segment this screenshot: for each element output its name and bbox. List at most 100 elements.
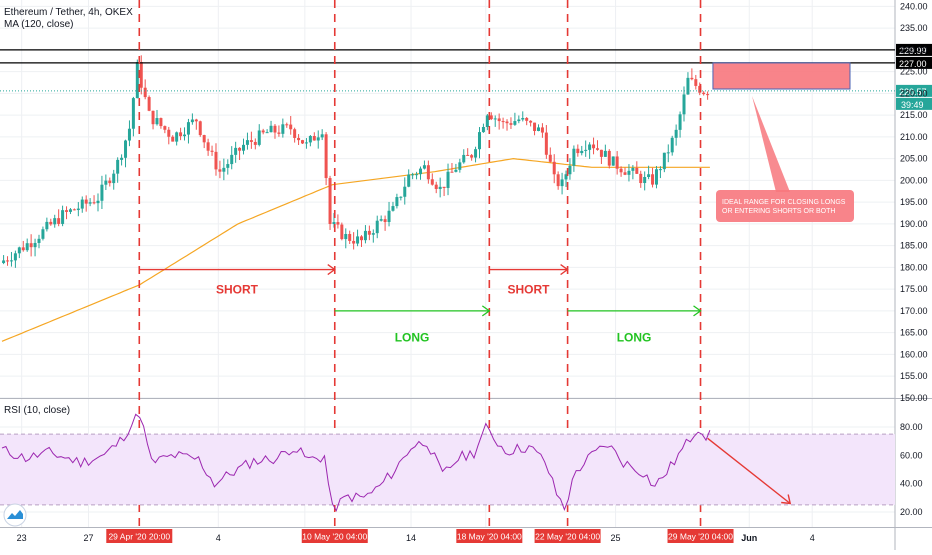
candle-body: [564, 174, 568, 180]
signal-date-tag: [106, 529, 173, 543]
candle-body: [584, 149, 588, 151]
candle-body: [131, 98, 135, 129]
candle-body: [371, 233, 375, 235]
candle-body: [269, 125, 273, 133]
candle-body: [33, 242, 37, 248]
candle-body: [112, 173, 116, 184]
candle-body: [159, 118, 163, 127]
candle-body: [190, 119, 194, 123]
header: Ethereum / Tether, 4h, OKEX MA (120, clo…: [4, 7, 133, 416]
candle-body: [308, 135, 312, 143]
candle-body: [702, 92, 706, 95]
callout-line2: OR ENTERING SHORTS OR BOTH: [722, 208, 835, 215]
target-zone: IDEAL RANGE FOR CLOSING LONGS OR ENTERING…: [712, 62, 854, 222]
candle-body: [454, 169, 458, 172]
candle-body: [17, 247, 21, 254]
signal-date-label: 29 May '20 04:00: [668, 532, 733, 542]
candle-body: [45, 221, 49, 230]
candle-body: [37, 238, 41, 243]
candle-body: [340, 224, 344, 240]
candle-body: [277, 132, 281, 134]
candle-body: [674, 129, 678, 138]
candle-body: [379, 219, 383, 221]
candle-body: [552, 161, 556, 175]
candle-body: [588, 144, 592, 150]
callout-pointer: [752, 96, 790, 192]
candle-body: [57, 218, 61, 224]
rsi-tick-label: 80.00: [900, 422, 923, 432]
candle-body: [505, 121, 509, 124]
time-tick-label: 23: [17, 533, 27, 543]
candle-body: [651, 174, 655, 185]
candle-body: [49, 221, 53, 225]
price-tick-label: 170.00: [900, 306, 928, 316]
candle-body: [72, 209, 76, 211]
candle-body: [639, 173, 643, 184]
level-price-label: 229.99: [899, 46, 927, 56]
candle-body: [76, 208, 80, 211]
signal-date-label: 10 May '20 04:00: [302, 532, 367, 542]
candle-body: [623, 172, 627, 175]
candle-body: [214, 151, 218, 170]
signal-date-label: 22 May '20 04:00: [535, 532, 600, 542]
rsi-line: [1, 413, 711, 512]
candle-body: [631, 167, 635, 171]
price-tick-label: 165.00: [900, 328, 928, 338]
candle-body: [332, 222, 336, 224]
candle-body: [127, 128, 131, 141]
candle-body: [654, 169, 658, 185]
candle-body: [446, 171, 450, 188]
candle-body: [265, 132, 269, 134]
rsi-tick-label: 40.00: [900, 479, 923, 489]
candle-body: [572, 148, 576, 166]
price-tick-label: 195.00: [900, 197, 928, 207]
candle-body: [627, 170, 631, 175]
candle-body: [108, 180, 112, 184]
logo-chart-icon: [7, 510, 23, 519]
symbol-title: Ethereum / Tether, 4h, OKEX: [4, 7, 133, 18]
level-price-tag: [896, 43, 932, 56]
candle-body: [438, 186, 442, 190]
candle-body: [234, 147, 238, 155]
candle-body: [391, 206, 395, 211]
price-tick-label: 230.00: [900, 45, 928, 55]
candle-body: [301, 140, 305, 144]
candle-body: [466, 154, 470, 156]
candle-body: [536, 127, 540, 131]
tradingview-logo[interactable]: [3, 503, 27, 527]
candle-body: [289, 124, 293, 130]
candle-body: [360, 236, 364, 241]
candle-body: [261, 130, 265, 133]
callout-line1: IDEAL RANGE FOR CLOSING LONGS: [722, 199, 846, 206]
candle-body: [568, 165, 572, 175]
candle-body: [80, 199, 84, 209]
level-price-label: 227.00: [899, 59, 927, 69]
candle-body: [356, 236, 360, 244]
candle-body: [328, 178, 332, 224]
candle-body: [686, 77, 690, 95]
candle-body: [367, 230, 371, 235]
candle-body: [595, 148, 599, 150]
countdown-label: 39:49: [901, 100, 924, 110]
candle-body: [430, 179, 434, 185]
candle-body: [509, 123, 513, 125]
candle-body: [21, 247, 25, 251]
long-label: LONG: [617, 330, 652, 344]
candle-body: [198, 121, 202, 136]
candle-body: [61, 210, 65, 224]
rsi-legend-label: RSI (10, close): [4, 405, 70, 416]
candle-body: [120, 157, 124, 160]
candle-body: [293, 129, 297, 138]
candle-body: [230, 154, 234, 165]
ma-layer: [1, 157, 710, 342]
price-tick-label: 180.00: [900, 262, 928, 272]
candle-body: [658, 169, 662, 171]
candle-body: [415, 174, 419, 176]
candle-body: [257, 130, 261, 145]
candle-body: [556, 174, 560, 187]
candle-body: [458, 162, 462, 170]
candle-body: [316, 137, 320, 141]
